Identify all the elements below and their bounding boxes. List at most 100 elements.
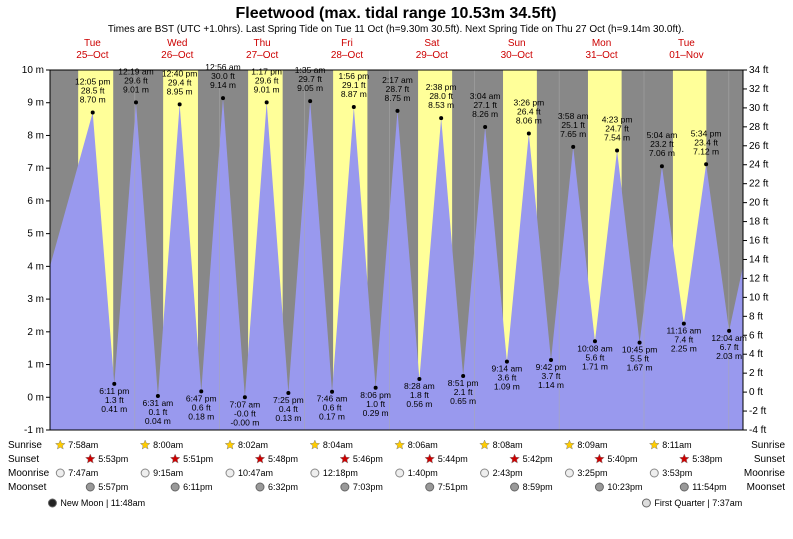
- moonset-time: 11:54pm: [692, 482, 726, 492]
- sunrise-time: 8:02am: [238, 440, 268, 450]
- date-label: 28–Oct: [331, 50, 363, 61]
- moon-phase-icon: [48, 499, 56, 507]
- moon-icon: [171, 483, 179, 491]
- y-right-tick: 20 ft: [749, 198, 769, 209]
- tide-m: 8.87 m: [341, 89, 367, 99]
- y-right-tick: 18 ft: [749, 217, 769, 228]
- y-right-tick: 8 ft: [749, 311, 763, 322]
- day-label: Fri: [341, 38, 353, 49]
- tide-point: [439, 116, 443, 120]
- sunrise-time: 8:04am: [323, 440, 353, 450]
- star-icon: [340, 454, 350, 463]
- y-right-tick: -2 ft: [749, 406, 766, 417]
- tide-m: 8.75 m: [384, 93, 410, 103]
- tide-m: 0.13 m: [275, 413, 301, 423]
- y-right-tick: 2 ft: [749, 368, 763, 379]
- y-left-tick: 9 m: [27, 98, 44, 109]
- star-icon: [255, 454, 265, 463]
- day-label: Sat: [424, 38, 439, 49]
- star-icon: [595, 454, 605, 463]
- tide-point: [660, 164, 664, 168]
- tide-m: 8.70 m: [80, 95, 106, 105]
- tide-m: 8.95 m: [167, 86, 193, 96]
- moonrise-time: 2:43pm: [493, 468, 523, 478]
- moonset-time: 6:32pm: [268, 482, 298, 492]
- moonset-time: 8:59pm: [523, 482, 553, 492]
- tide-point: [221, 96, 225, 100]
- date-label: 26–Oct: [161, 50, 193, 61]
- y-left-tick: 2 m: [27, 327, 44, 338]
- tide-chart-container: Fleetwood (max. tidal range 10.53m 34.5f…: [0, 0, 793, 539]
- y-left-tick: 10 m: [22, 65, 44, 76]
- y-right-tick: 26 ft: [749, 141, 769, 152]
- moon-phase-label: First Quarter | 7:37am: [654, 498, 742, 508]
- y-right-tick: -4 ft: [749, 425, 766, 436]
- moonrise-time: 10:47am: [238, 468, 273, 478]
- tide-m: 0.17 m: [319, 412, 345, 422]
- y-right-tick: 28 ft: [749, 122, 769, 133]
- tide-m: 0.65 m: [450, 396, 476, 406]
- moonrise-time: 12:18pm: [323, 468, 358, 478]
- tide-m: 2.03 m: [716, 351, 742, 361]
- y-left-tick: 7 m: [27, 163, 44, 174]
- moon-icon: [226, 469, 234, 477]
- moonrise-time: 3:25pm: [577, 468, 607, 478]
- star-icon: [86, 454, 96, 463]
- star-icon: [395, 440, 405, 449]
- astro-row-label: Moonrise: [8, 468, 50, 479]
- y-right-tick: 0 ft: [749, 387, 763, 398]
- y-right-tick: 30 ft: [749, 103, 769, 114]
- tide-m: -0.00 m: [230, 417, 259, 427]
- sunrise-time: 8:08am: [493, 440, 523, 450]
- y-left-tick: 0 m: [27, 392, 44, 403]
- tide-m: 1.09 m: [494, 382, 520, 392]
- sunset-time: 5:53pm: [98, 454, 128, 464]
- moon-icon: [311, 469, 319, 477]
- tide-m: 8.06 m: [516, 115, 542, 125]
- day-label: Wed: [167, 38, 187, 49]
- astro-row-label-r: Moonrise: [744, 468, 786, 479]
- astro-row-label: Sunset: [8, 454, 39, 465]
- y-right-tick: 4 ft: [749, 349, 763, 360]
- sunset-time: 5:44pm: [438, 454, 468, 464]
- tide-m: 7.06 m: [649, 148, 675, 158]
- moonset-time: 5:57pm: [98, 482, 128, 492]
- astro-row-label: Moonset: [8, 482, 47, 493]
- tide-point: [352, 105, 356, 109]
- y-left-tick: 1 m: [27, 360, 44, 371]
- moon-icon: [565, 469, 573, 477]
- y-right-tick: 34 ft: [749, 65, 769, 76]
- moon-icon: [256, 483, 264, 491]
- tide-m: 1.67 m: [627, 363, 653, 373]
- day-label: Thu: [254, 38, 271, 49]
- star-icon: [650, 440, 660, 449]
- star-icon: [510, 454, 520, 463]
- day-label: Mon: [592, 38, 611, 49]
- tide-m: 0.18 m: [188, 411, 214, 421]
- y-left-tick: 5 m: [27, 229, 44, 240]
- moon-icon: [86, 483, 94, 491]
- moon-icon: [481, 469, 489, 477]
- sunrise-time: 8:11am: [662, 440, 691, 450]
- tide-chart-svg: Fleetwood (max. tidal range 10.53m 34.5f…: [0, 0, 793, 539]
- tide-m: 7.12 m: [693, 146, 719, 156]
- y-right-tick: 16 ft: [749, 236, 769, 247]
- moonset-time: 6:11pm: [183, 482, 212, 492]
- tide-point: [308, 99, 312, 103]
- y-right-tick: 22 ft: [749, 179, 769, 190]
- tide-point: [571, 145, 575, 149]
- tide-m: 9.01 m: [123, 84, 149, 94]
- moon-icon: [595, 483, 603, 491]
- y-right-tick: 14 ft: [749, 254, 769, 265]
- moon-phase-label: New Moon | 11:48am: [60, 498, 145, 508]
- tide-m: 0.41 m: [101, 404, 127, 414]
- tide-point: [395, 109, 399, 113]
- y-left-tick: -1 m: [24, 425, 44, 436]
- y-left-tick: 4 m: [27, 261, 44, 272]
- tide-m: 9.05 m: [297, 83, 323, 93]
- sunrise-time: 8:00am: [153, 440, 183, 450]
- moon-phase-icon: [642, 499, 650, 507]
- y-right-tick: 32 ft: [749, 84, 769, 95]
- moonrise-time: 9:15am: [153, 468, 183, 478]
- tide-m: 1.71 m: [582, 361, 608, 371]
